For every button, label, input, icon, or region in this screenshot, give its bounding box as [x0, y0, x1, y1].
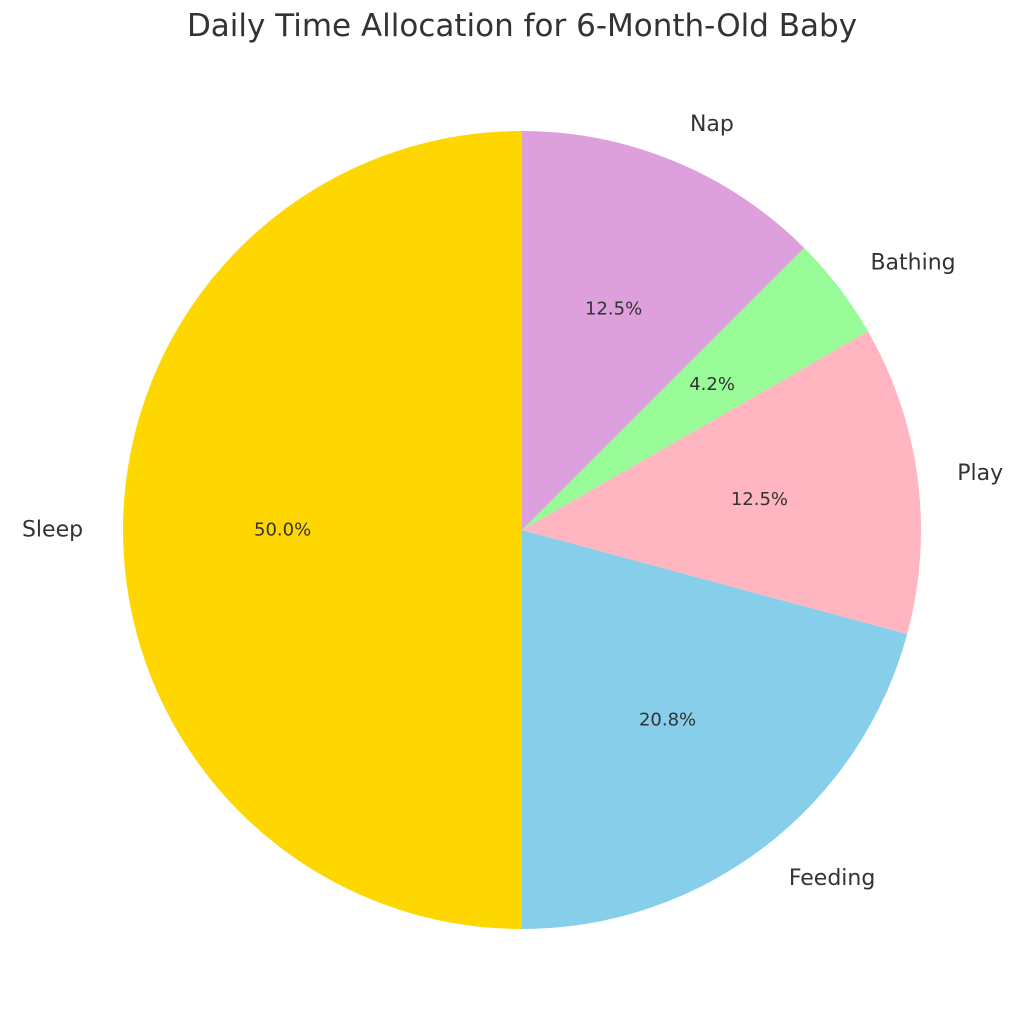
pie-slice-sleep — [123, 131, 522, 929]
slice-label-bathing: Bathing — [870, 251, 955, 276]
slice-label-feeding: Feeding — [789, 866, 876, 891]
pct-label-nap: 12.5% — [585, 298, 642, 319]
pie-slice-bathing — [522, 247, 868, 531]
chart-title: Daily Time Allocation for 6-Month-Old Ba… — [186, 8, 858, 44]
pie-slice-nap — [522, 131, 805, 530]
slice-label-play: Play — [957, 461, 1003, 486]
pct-label-bathing: 4.2% — [689, 374, 735, 395]
pie-slice-play — [522, 331, 922, 635]
pie-labels: 50.0% Sleep 20.8% Feeding 12.5% Play 4.2% Bathi… — [22, 112, 1003, 891]
slice-label-sleep: Sleep — [22, 518, 83, 543]
pct-label-sleep: 50.0% — [254, 520, 311, 541]
pct-label-play: 12.5% — [731, 489, 788, 510]
slice-label-nap: Nap — [690, 112, 734, 137]
pct-label-feeding: 20.8% — [639, 710, 696, 731]
pie-slice-feeding — [522, 530, 908, 930]
pie-slices — [123, 131, 922, 930]
